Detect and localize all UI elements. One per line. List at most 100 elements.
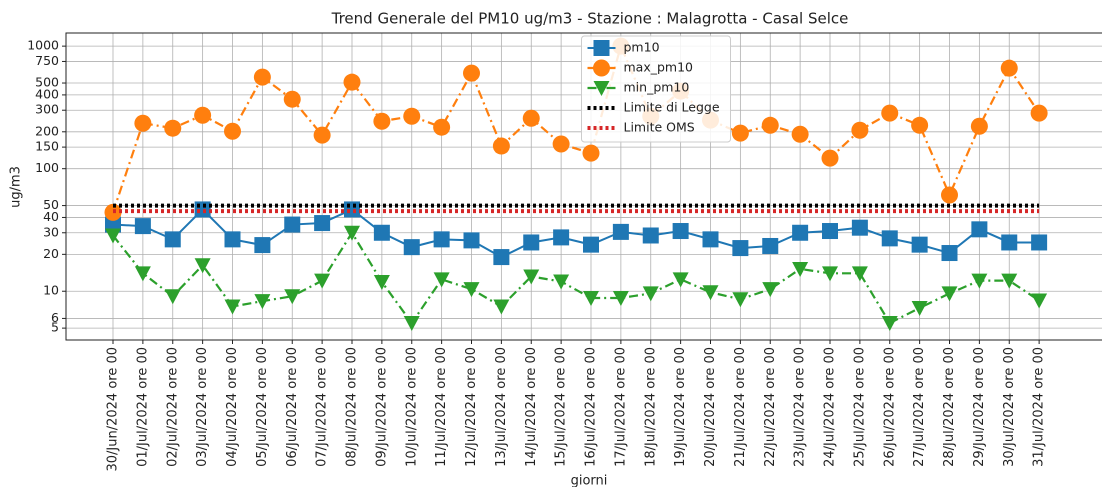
y-tick-label: 1000 — [27, 38, 59, 53]
y-tick-label: 200 — [35, 123, 59, 138]
legend-label: pm10 — [624, 40, 660, 55]
y-tick-label: 30 — [43, 224, 59, 239]
y-tick-label: 750 — [35, 53, 59, 68]
y-tick-label: 50 — [43, 197, 59, 212]
x-tick-label: 17/Jul/2024 ore 00 — [613, 347, 628, 467]
marker — [134, 266, 151, 282]
marker — [911, 116, 929, 134]
marker — [851, 219, 868, 236]
marker — [822, 266, 838, 282]
marker — [731, 124, 749, 142]
y-tick-label: 5 — [51, 320, 59, 335]
x-tick-label: 19/Jul/2024 ore 00 — [673, 347, 688, 467]
marker — [970, 117, 988, 135]
marker — [343, 73, 361, 91]
marker — [194, 106, 212, 124]
x-tick-label: 02/Jul/2024 ore 00 — [165, 347, 180, 467]
x-tick-label: 05/Jul/2024 ore 00 — [255, 347, 270, 467]
y-tick-label: 400 — [35, 86, 59, 101]
marker — [463, 232, 480, 249]
marker — [493, 299, 510, 315]
x-tick-label: 09/Jul/2024 ore 00 — [374, 347, 389, 467]
marker — [702, 285, 719, 301]
x-axis-label: giorni — [571, 474, 608, 487]
marker — [344, 225, 360, 241]
marker — [313, 126, 331, 144]
marker — [344, 201, 360, 218]
marker — [593, 59, 610, 77]
marker — [194, 258, 211, 274]
marker — [134, 114, 152, 132]
marker — [881, 316, 898, 332]
marker — [164, 231, 181, 248]
marker — [373, 224, 390, 241]
series-line — [112, 208, 1040, 259]
marker — [224, 122, 241, 140]
legend-label: Limite di Legge — [624, 100, 720, 115]
marker — [553, 274, 570, 290]
marker — [314, 215, 331, 232]
y-tick-label: 100 — [35, 160, 59, 175]
x-tick-label: 27/Jul/2024 ore 00 — [912, 347, 927, 467]
y-tick-label: 40 — [43, 209, 59, 224]
marker — [792, 261, 809, 277]
marker — [732, 240, 749, 257]
marker — [433, 118, 451, 136]
marker — [821, 149, 839, 167]
x-tick-label: 08/Jul/2024 ore 00 — [345, 347, 360, 467]
marker — [941, 186, 958, 204]
x-tick-label: 07/Jul/2024 ore 00 — [315, 347, 330, 467]
y-axis-label: ug/m3 — [9, 166, 24, 208]
marker — [791, 125, 809, 143]
marker — [1000, 59, 1018, 77]
series-line — [112, 230, 1040, 325]
x-tick-label: 22/Jul/2024 ore 00 — [763, 347, 778, 467]
marker — [254, 294, 271, 310]
marker — [224, 299, 241, 315]
marker — [941, 286, 958, 302]
x-tick-label: 24/Jul/2024 ore 00 — [823, 347, 838, 467]
x-tick-label: 12/Jul/2024 ore 00 — [464, 347, 479, 467]
marker — [164, 119, 182, 137]
marker — [403, 316, 420, 332]
marker — [283, 90, 301, 108]
marker — [881, 104, 899, 122]
series-line — [111, 42, 1041, 213]
x-tick-label: 14/Jul/2024 ore 00 — [524, 347, 539, 467]
marker — [971, 273, 988, 289]
marker — [851, 121, 869, 139]
marker — [253, 68, 271, 86]
marker — [1031, 234, 1048, 251]
marker — [1031, 293, 1048, 309]
marker — [593, 81, 610, 96]
x-tick-label: 03/Jul/2024 ore 00 — [195, 347, 210, 467]
x-tick-label: 28/Jul/2024 ore 00 — [942, 347, 957, 467]
marker — [672, 223, 689, 240]
marker — [612, 291, 629, 307]
x-tick-label: 01/Jul/2024 ore 00 — [135, 347, 150, 467]
marker — [134, 218, 151, 235]
marker — [761, 116, 779, 134]
y-tick-label: 6 — [51, 310, 59, 325]
marker — [881, 230, 898, 247]
legend-label: max_pm10 — [624, 60, 694, 75]
x-tick-label: 30/Jun/2024 ore 00 — [106, 347, 121, 472]
y-tick-label: 20 — [43, 246, 59, 261]
marker — [582, 144, 600, 162]
y-tick-label: 150 — [35, 139, 59, 154]
legend-label: Limite OMS — [624, 120, 695, 135]
x-tick-label: 20/Jul/2024 ore 00 — [703, 347, 718, 467]
marker — [463, 282, 480, 298]
x-tick-label: 29/Jul/2024 ore 00 — [972, 347, 987, 467]
x-tick-label: 15/Jul/2024 ore 00 — [554, 347, 569, 467]
chart-title: Trend Generale del PM10 ug/m3 - Stazione… — [331, 10, 849, 28]
marker — [911, 300, 928, 316]
marker — [583, 291, 599, 307]
marker — [254, 237, 271, 254]
marker — [911, 236, 928, 253]
marker — [762, 282, 779, 298]
marker — [164, 289, 181, 305]
marker — [702, 231, 719, 248]
marker — [762, 237, 779, 254]
